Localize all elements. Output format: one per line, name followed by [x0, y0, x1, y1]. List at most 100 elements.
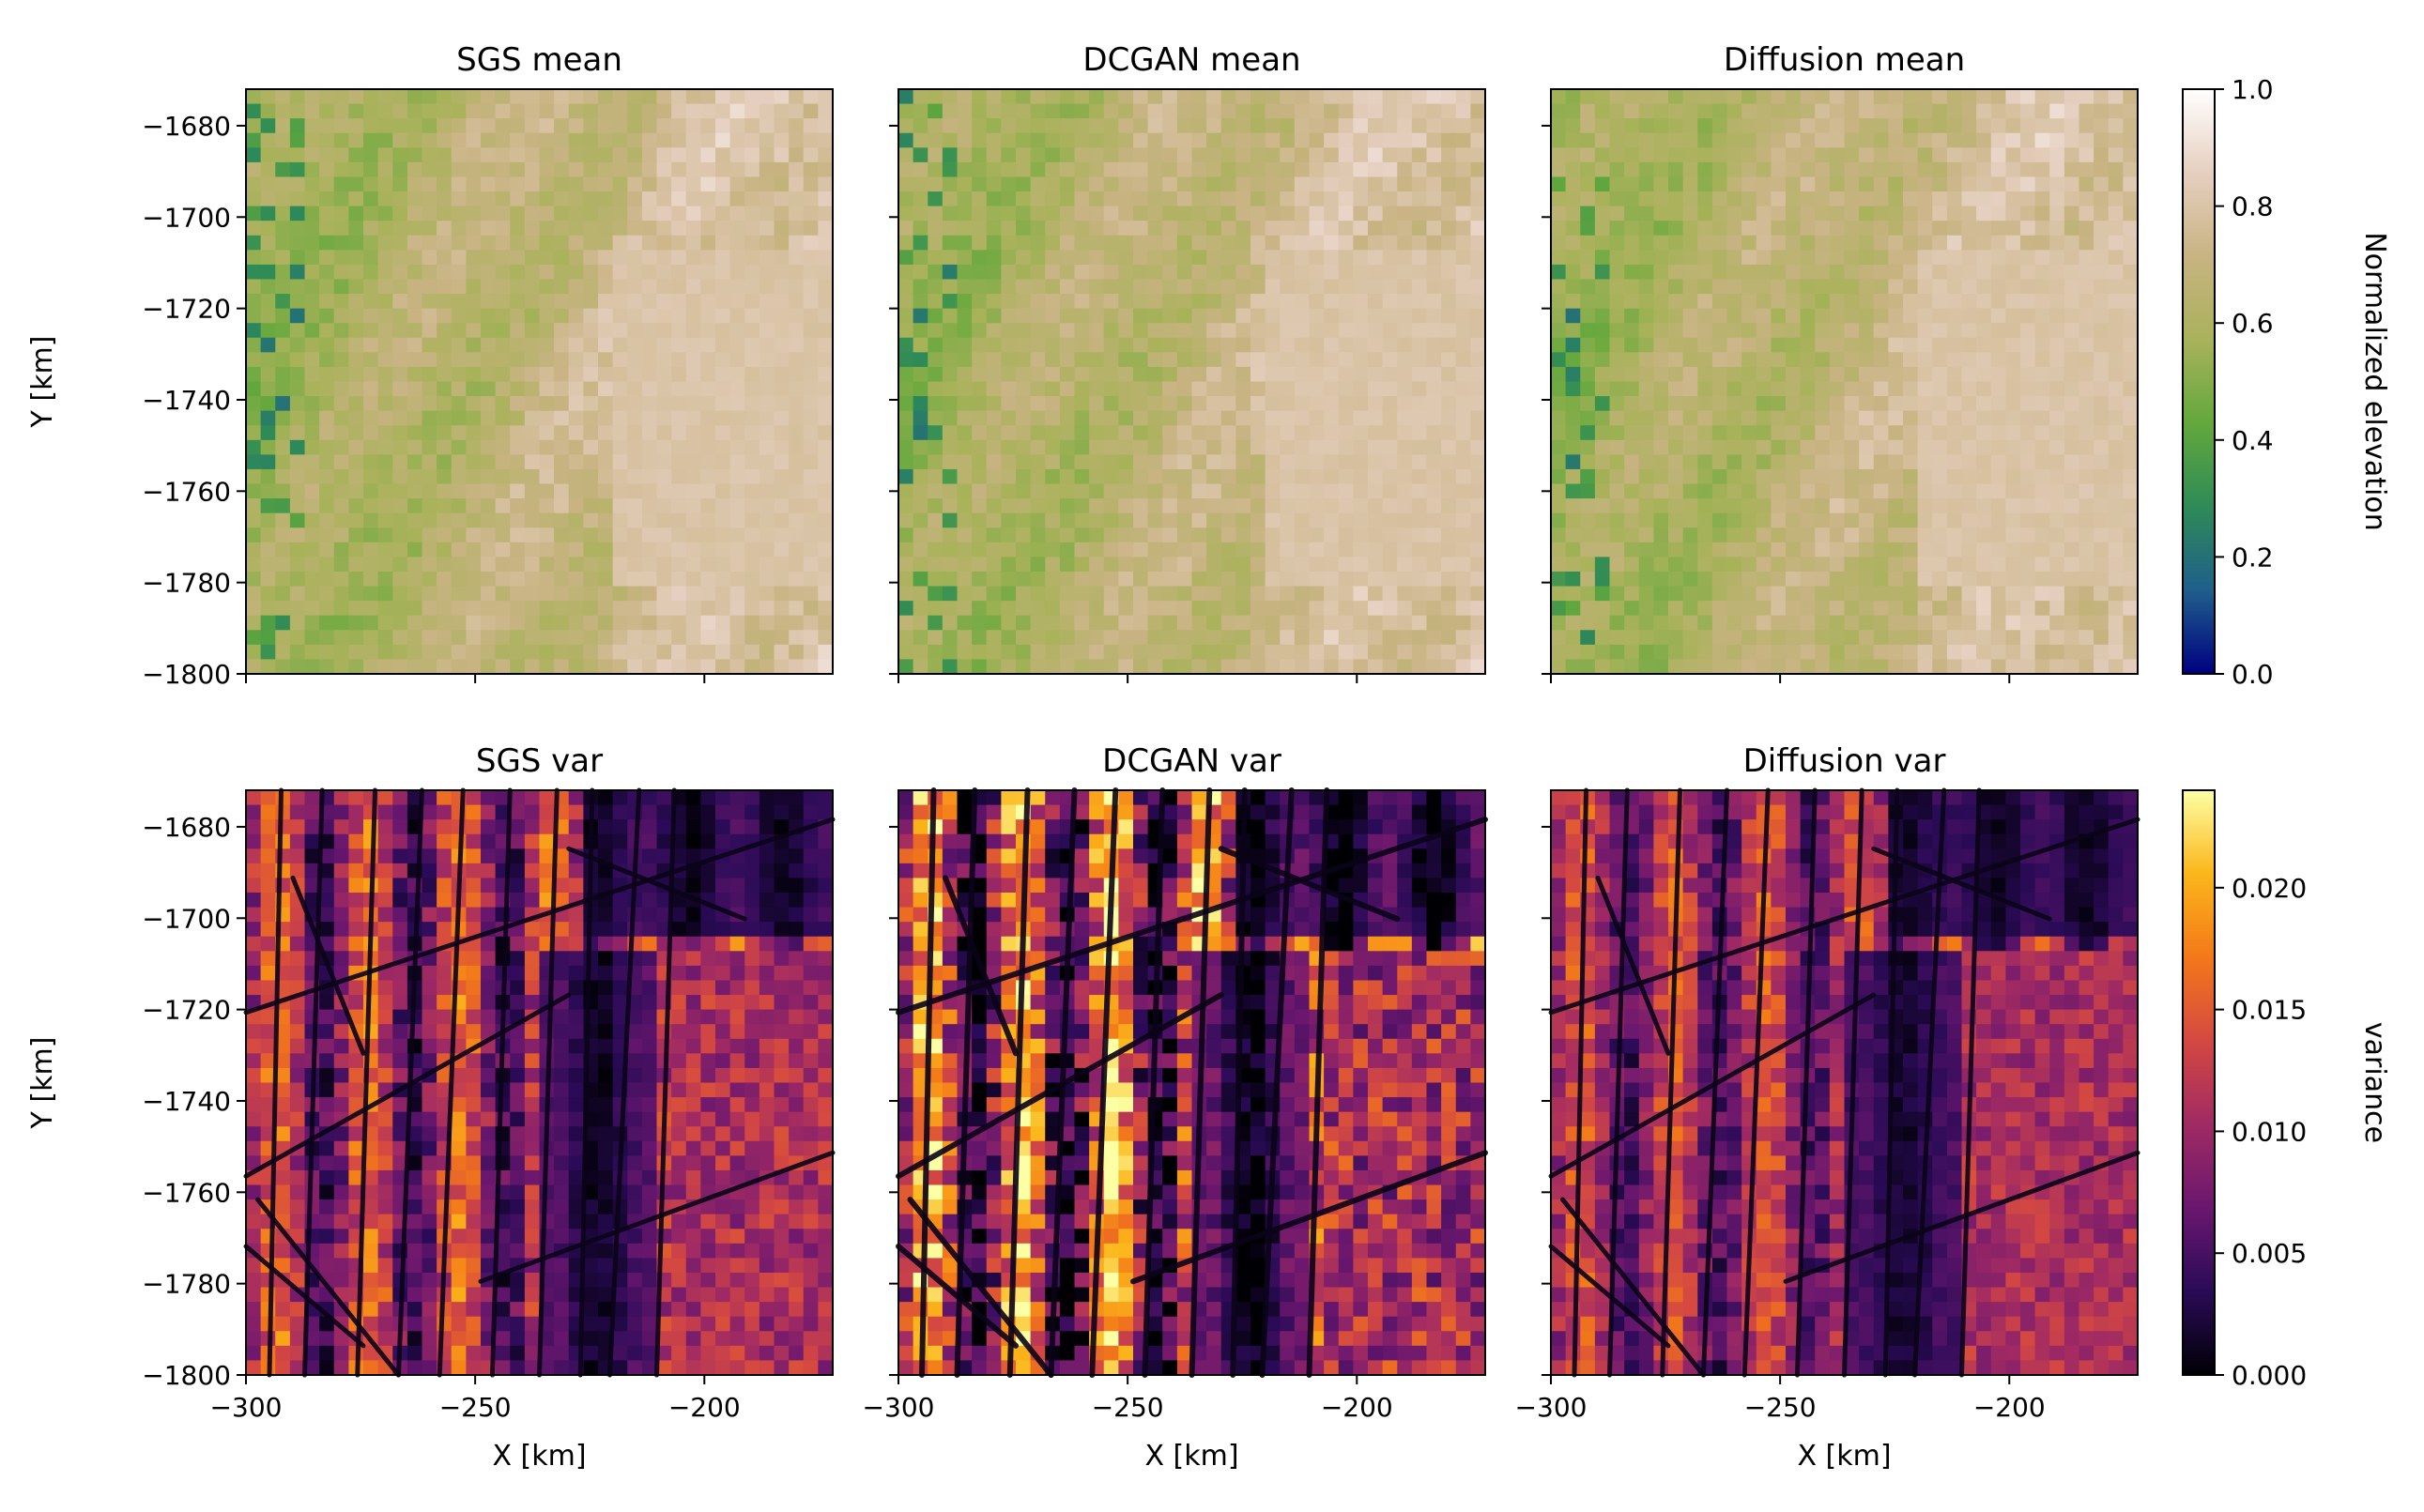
heatmap-cell — [685, 498, 701, 514]
heatmap-cell — [481, 132, 497, 148]
heatmap-cell — [1411, 571, 1428, 588]
heatmap-cell — [1324, 176, 1340, 192]
heatmap-cell — [1786, 498, 1802, 514]
heatmap-cell — [1045, 323, 1061, 339]
heatmap-cell — [1235, 396, 1251, 412]
heatmap-cell — [495, 498, 511, 514]
heatmap-cell — [1771, 337, 1787, 353]
heatmap-cell — [2094, 147, 2109, 163]
heatmap-cell — [348, 381, 364, 397]
heatmap-cell — [1961, 279, 1977, 295]
heatmap-cell — [700, 396, 716, 412]
heatmap-cell — [1338, 439, 1354, 455]
heatmap-cell — [1903, 557, 1919, 573]
heatmap-cell — [1059, 221, 1076, 237]
heatmap-cell — [598, 468, 614, 485]
heatmap-cell — [1932, 498, 1948, 514]
heatmap-cell — [898, 586, 914, 602]
heatmap-cell — [1353, 586, 1369, 602]
heatmap-cell — [2005, 147, 2021, 163]
heatmap-cell — [451, 557, 467, 573]
heatmap-cell — [246, 659, 262, 675]
heatmap-cell — [275, 323, 291, 339]
heatmap-cell — [1815, 381, 1831, 397]
heatmap-cell — [2108, 630, 2124, 646]
heatmap-cell — [1711, 235, 1728, 251]
heatmap-cell — [495, 206, 511, 221]
heatmap-cell — [481, 118, 497, 134]
heatmap-cell — [715, 396, 731, 412]
heatmap-cell — [348, 468, 364, 485]
heatmap-cell — [1859, 147, 1875, 163]
heatmap-cell — [627, 337, 643, 353]
heatmap-cell — [744, 498, 760, 514]
heatmap-cell — [260, 644, 276, 661]
heatmap-cell — [2079, 132, 2094, 148]
heatmap-cell — [1668, 206, 1684, 221]
heatmap-cell — [729, 804, 745, 820]
heatmap-cell — [2020, 454, 2036, 470]
heatmap-cell — [612, 512, 628, 528]
heatmap-cell — [1162, 161, 1178, 178]
heatmap-cell — [685, 804, 701, 820]
heatmap-cell — [568, 601, 584, 617]
heatmap-cell — [818, 601, 834, 617]
heatmap-cell — [1411, 279, 1428, 295]
heatmap-cell — [715, 819, 731, 835]
heatmap-cell — [612, 454, 628, 470]
heatmap-cell — [1103, 630, 1119, 646]
heatmap-cell — [466, 308, 482, 324]
heatmap-cell — [1324, 630, 1340, 646]
heatmap-cell — [1580, 601, 1596, 617]
heatmap-cell — [641, 352, 658, 368]
heatmap-cell — [803, 264, 819, 281]
heatmap-cell — [1726, 264, 1742, 281]
heatmap-cell — [1309, 659, 1325, 675]
heatmap-cell — [700, 294, 716, 310]
heatmap-cell — [1990, 147, 2006, 163]
heatmap-cell — [437, 147, 453, 163]
heatmap-cell — [1147, 557, 1163, 573]
heatmap-cell — [510, 176, 526, 192]
heatmap-cell — [539, 250, 555, 266]
heatmap-cell — [1074, 264, 1090, 281]
heatmap-cell — [1990, 454, 2006, 470]
heatmap-cell — [495, 221, 511, 237]
heatmap-cell — [1118, 571, 1134, 588]
heatmap-cell — [2049, 630, 2065, 646]
heatmap-cell — [2005, 498, 2021, 514]
heatmap-cell — [685, 819, 701, 835]
heatmap-cell — [641, 147, 658, 163]
heatmap-cell — [1638, 381, 1654, 397]
heatmap-cell — [774, 790, 790, 806]
heatmap-cell — [685, 118, 701, 134]
heatmap-cell — [898, 571, 914, 588]
heatmap-cell — [1368, 161, 1384, 178]
heatmap-cell — [2049, 425, 2065, 441]
heatmap-cell — [1016, 586, 1032, 602]
heatmap-cell — [1609, 191, 1625, 207]
heatmap-cell — [1426, 644, 1442, 661]
heatmap-cell — [1668, 439, 1684, 455]
heatmap-cell — [1118, 118, 1134, 134]
heatmap-cell — [1829, 410, 1846, 426]
heatmap-cell — [1470, 279, 1486, 295]
heatmap-cell — [1397, 250, 1413, 266]
heatmap-cell — [913, 103, 928, 119]
heatmap-cell — [627, 118, 643, 134]
heatmap-cell — [1103, 308, 1119, 324]
heatmap-cell — [1030, 454, 1046, 470]
heatmap-cell — [627, 103, 643, 119]
heatmap-cell — [1045, 191, 1061, 207]
heatmap-cell — [1961, 366, 1977, 383]
heatmap-cell — [986, 468, 1002, 485]
heatmap-cell — [957, 396, 973, 412]
heatmap-cell — [348, 410, 364, 426]
heatmap-cell — [1815, 498, 1831, 514]
heatmap-cell — [1294, 308, 1311, 324]
heatmap-cell — [451, 527, 467, 543]
heatmap-cell — [1756, 468, 1772, 485]
heatmap-cell — [524, 512, 541, 528]
heatmap-cell — [1961, 161, 1977, 178]
heatmap-cell — [598, 221, 614, 237]
